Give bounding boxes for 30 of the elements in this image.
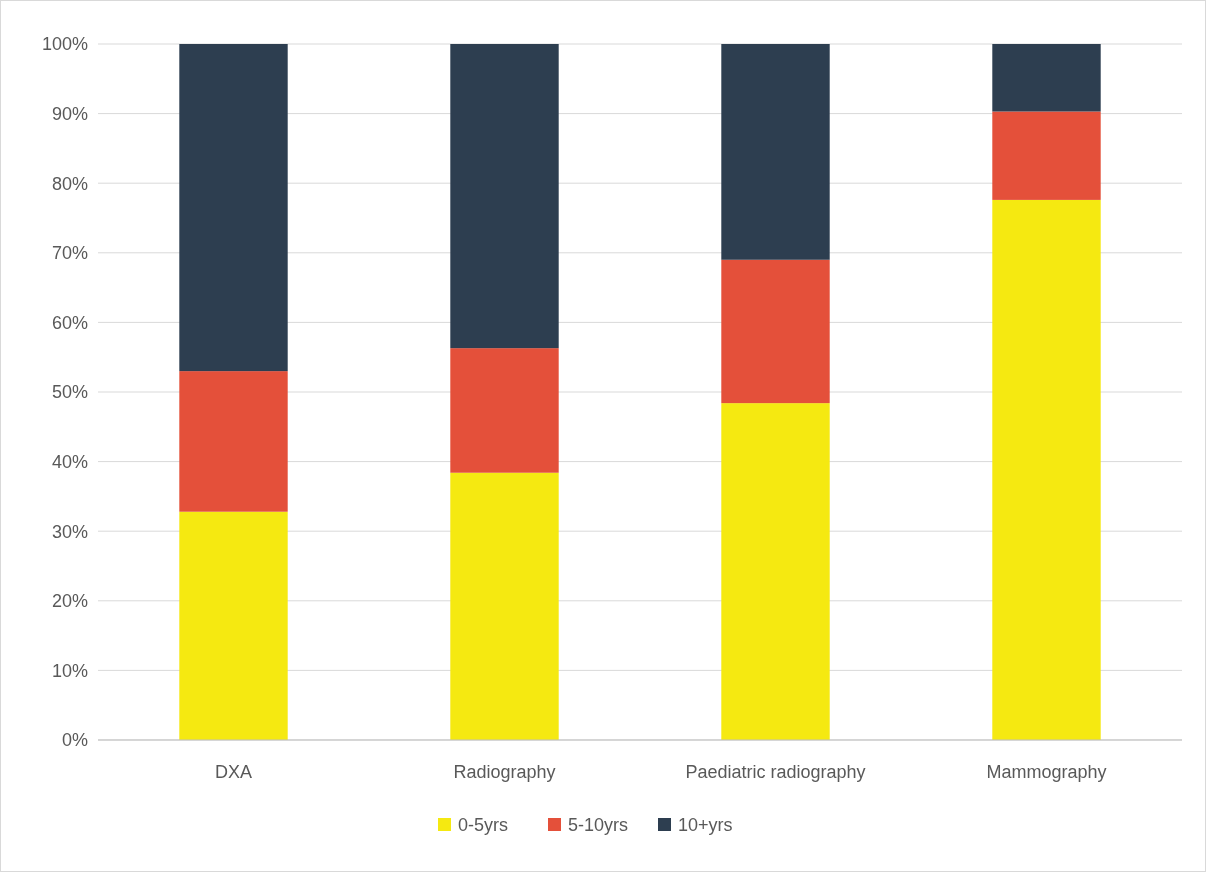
legend-label: 0-5yrs	[458, 815, 509, 836]
bar	[721, 259, 830, 404]
y-tick-label: 90%	[51, 103, 88, 124]
bar	[721, 403, 830, 740]
y-tick-label: 100%	[41, 34, 88, 55]
bar	[721, 44, 830, 260]
bar	[992, 199, 1101, 740]
bar	[179, 44, 288, 372]
bar	[450, 472, 559, 740]
y-tick-label: 0%	[61, 730, 88, 751]
x-tick-label: DXA	[214, 762, 253, 782]
bar	[992, 44, 1101, 112]
y-tick-label: 80%	[51, 173, 88, 194]
y-tick-label: 20%	[51, 591, 88, 612]
bar	[450, 348, 559, 473]
x-tick-label: Mammography	[986, 762, 1107, 782]
x-tick-label: Paediatric radiography	[685, 762, 866, 782]
bar	[179, 371, 288, 512]
y-tick-label: 10%	[51, 660, 88, 681]
y-tick-label: 70%	[51, 243, 88, 264]
bar	[992, 111, 1101, 200]
y-tick-label: 60%	[51, 312, 88, 333]
bar	[179, 511, 288, 740]
legend-label: 5-10yrs	[568, 815, 629, 836]
x-tick-label: Radiography	[453, 762, 556, 782]
y-tick-label: 30%	[51, 521, 88, 542]
y-tick-label: 40%	[51, 451, 88, 472]
bar	[450, 44, 559, 349]
y-tick-label: 50%	[51, 382, 88, 403]
legend-label: 10+yrs	[678, 815, 733, 836]
